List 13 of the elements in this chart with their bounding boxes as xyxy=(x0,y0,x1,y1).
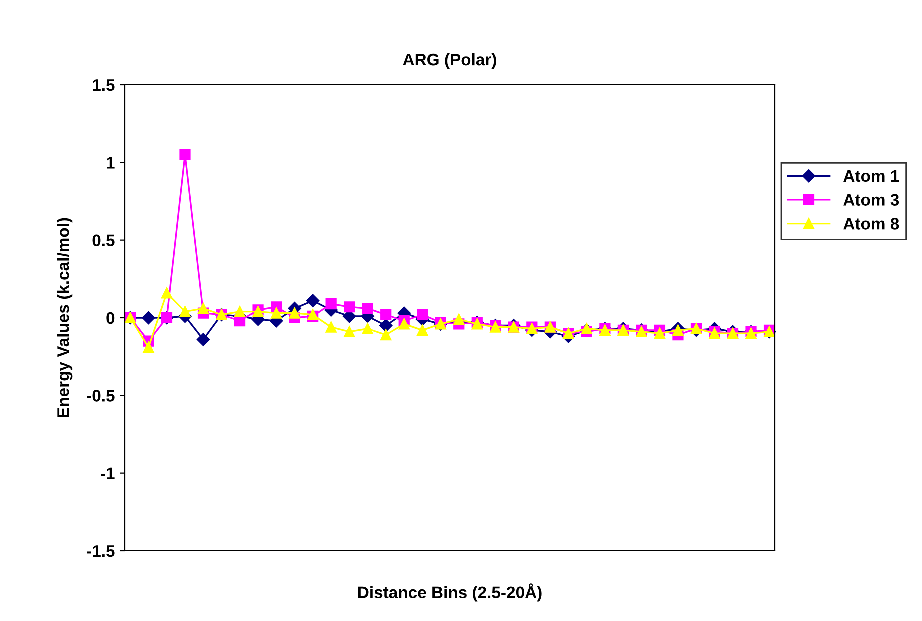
legend-label: Atom 1 xyxy=(844,170,900,182)
y-tick-label: -0.5 xyxy=(87,390,115,402)
legend-label: Atom 3 xyxy=(844,194,900,206)
y-tick-label: 1.5 xyxy=(93,80,115,92)
chart-title: ARG (Polar) xyxy=(403,53,496,70)
legend-label: Atom 8 xyxy=(844,218,900,230)
y-tick-label: 1 xyxy=(107,157,115,169)
x-axis-title: Distance Bins (2.5-20Å) xyxy=(358,584,542,602)
y-axis-title: Energy Values (k.cal/mol) xyxy=(57,218,73,418)
y-tick-label: 0.5 xyxy=(92,234,115,247)
y-tick-label: -1 xyxy=(101,468,115,480)
y-tick-label: -1.5 xyxy=(87,546,115,558)
y-tick-label: 0 xyxy=(106,312,115,324)
